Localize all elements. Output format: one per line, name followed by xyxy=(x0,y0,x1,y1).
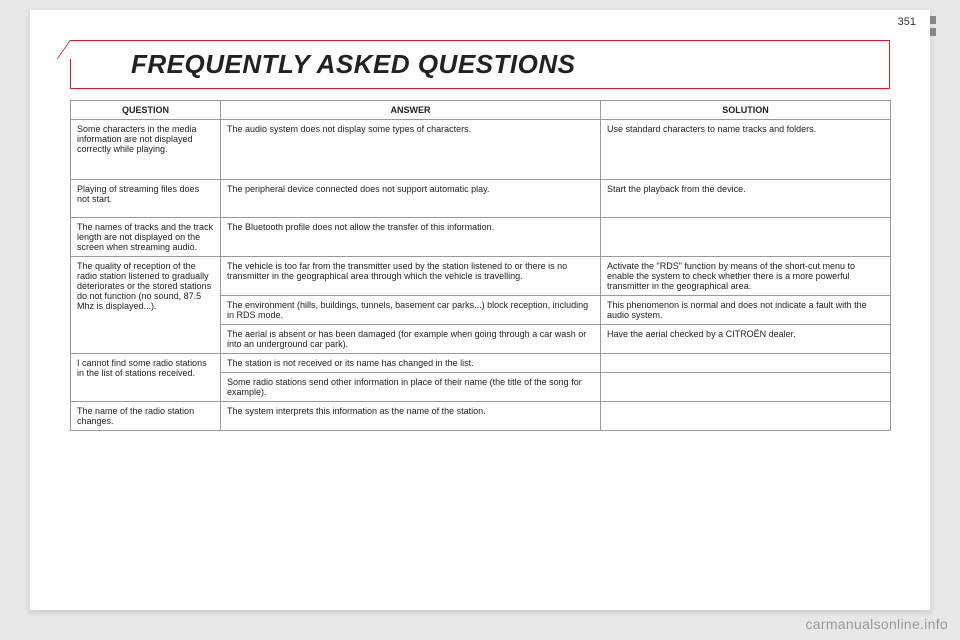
cell-answer: The Bluetooth profile does not allow the… xyxy=(221,218,601,257)
cell-answer: The vehicle is too far from the transmit… xyxy=(221,257,601,296)
cell-solution: Use standard characters to name tracks a… xyxy=(601,120,891,180)
cell-solution xyxy=(601,373,891,402)
page-number: 351 xyxy=(898,16,916,28)
cell-answer: The audio system does not display some t… xyxy=(221,120,601,180)
tab-mark xyxy=(930,16,936,24)
table-row: Some characters in the media information… xyxy=(71,120,891,180)
table-row: I cannot find some radio stations in the… xyxy=(71,354,891,373)
faq-table: QUESTION ANSWER SOLUTION Some characters… xyxy=(70,100,891,431)
cell-solution: Activate the "RDS" function by means of … xyxy=(601,257,891,296)
cell-solution xyxy=(601,354,891,373)
cell-question: The name of the radio station changes. xyxy=(71,402,221,431)
cell-question: The quality of reception of the radio st… xyxy=(71,257,221,354)
section-tabs xyxy=(930,16,936,40)
cell-answer: The aerial is absent or has been damaged… xyxy=(221,325,601,354)
table-row: The quality of reception of the radio st… xyxy=(71,257,891,296)
page-title: FREQUENTLY ASKED QUESTIONS xyxy=(131,49,869,80)
cell-answer: Some radio stations send other informati… xyxy=(221,373,601,402)
table-body: Some characters in the media information… xyxy=(71,120,891,431)
header-answer: ANSWER xyxy=(221,101,601,120)
cell-question: Some characters in the media information… xyxy=(71,120,221,180)
table-row: The names of tracks and the track length… xyxy=(71,218,891,257)
cell-solution: Start the playback from the device. xyxy=(601,180,891,218)
cell-answer: The system interprets this information a… xyxy=(221,402,601,431)
cell-question: The names of tracks and the track length… xyxy=(71,218,221,257)
cell-solution: Have the aerial checked by a CITROËN dea… xyxy=(601,325,891,354)
cell-answer: The peripheral device connected does not… xyxy=(221,180,601,218)
cell-question: I cannot find some radio stations in the… xyxy=(71,354,221,402)
cell-solution: This phenomenon is normal and does not i… xyxy=(601,296,891,325)
cell-solution xyxy=(601,402,891,431)
cell-question: Playing of streaming files does not star… xyxy=(71,180,221,218)
table-header-row: QUESTION ANSWER SOLUTION xyxy=(71,101,891,120)
title-container: FREQUENTLY ASKED QUESTIONS xyxy=(70,40,890,89)
cell-solution xyxy=(601,218,891,257)
tab-mark xyxy=(930,28,936,36)
table-row: Playing of streaming files does not star… xyxy=(71,180,891,218)
cell-answer: The station is not received or its name … xyxy=(221,354,601,373)
header-question: QUESTION xyxy=(71,101,221,120)
manual-page: 351 FREQUENTLY ASKED QUESTIONS QUESTION … xyxy=(30,10,930,610)
watermark: carmanualsonline.info xyxy=(806,616,949,632)
header-solution: SOLUTION xyxy=(601,101,891,120)
table-row: The name of the radio station changes. T… xyxy=(71,402,891,431)
cell-answer: The environment (hills, buildings, tunne… xyxy=(221,296,601,325)
